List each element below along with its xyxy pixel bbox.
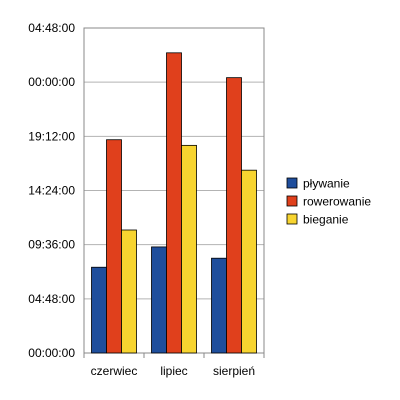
y-axis-tick-labels: 00:00:00 04:48:00 09:36:00 14:24:00 19:12:00… — [28, 21, 75, 360]
x-tick-label: lipiec — [160, 364, 187, 378]
bar — [151, 246, 167, 354]
x-tick-label: sierpień — [213, 364, 255, 378]
bar — [166, 52, 182, 354]
bar — [91, 266, 107, 354]
legend-swatch — [286, 177, 298, 189]
axes — [83, 353, 265, 358]
y-tick-label: 04:48:00 — [28, 21, 75, 35]
legend: pływanie rowerowanie bieganie — [286, 177, 371, 227]
bar — [121, 229, 137, 354]
bar — [106, 139, 122, 354]
y-tick-label: 00:00:00 — [28, 346, 75, 360]
y-tick-label: 19:12:00 — [28, 129, 75, 143]
x-tick-label: czerwiec — [91, 364, 138, 378]
legend-label: bieganie — [303, 213, 349, 227]
bar — [181, 144, 197, 354]
bar — [226, 77, 242, 354]
y-tick-label: 00:00:00 — [28, 75, 75, 89]
y-tick-label: 04:48:00 — [28, 292, 75, 306]
legend-label: pływanie — [303, 177, 350, 191]
bar — [211, 257, 227, 354]
y-tick-label: 14:24:00 — [28, 184, 75, 198]
y-tick-label: 09:36:00 — [28, 238, 75, 252]
legend-swatch — [286, 195, 298, 207]
bars — [91, 52, 257, 354]
x-axis-tick-labels: czerwiec lipiec sierpień — [91, 364, 255, 378]
bar — [241, 169, 257, 354]
legend-label: rowerowanie — [303, 195, 371, 209]
legend-swatch — [286, 213, 298, 225]
